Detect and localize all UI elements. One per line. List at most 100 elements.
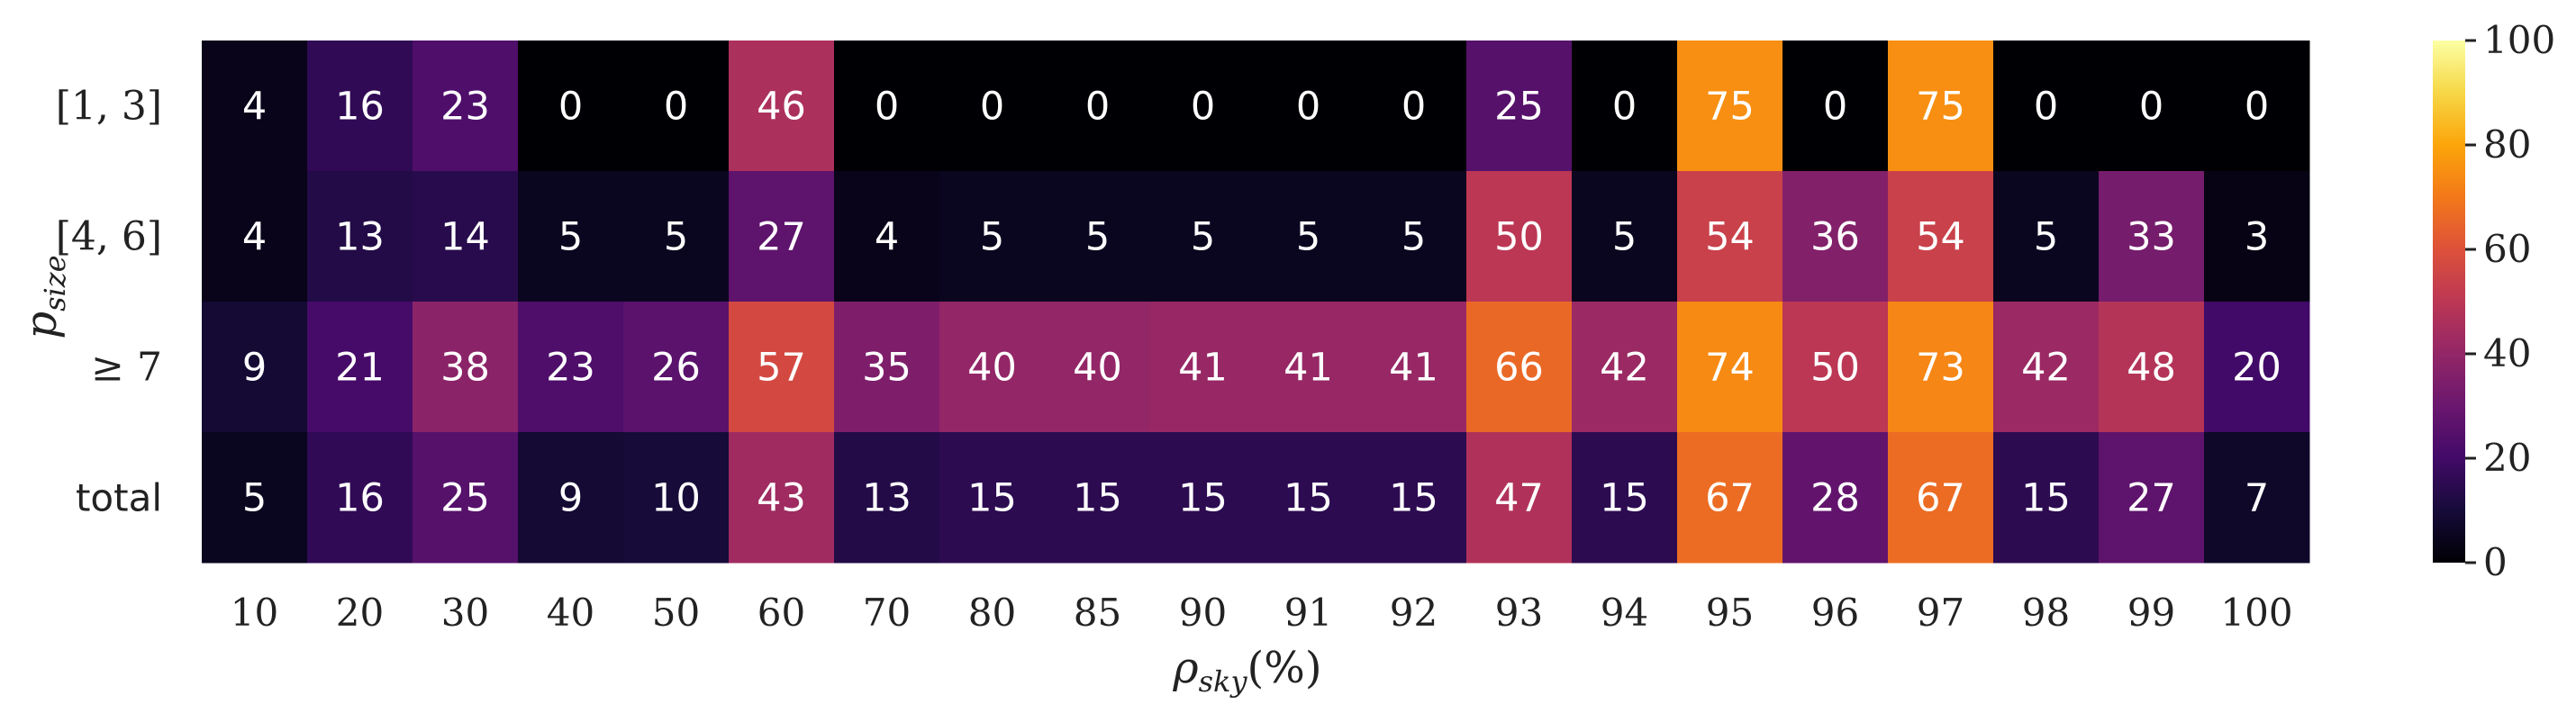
heatmap-cell	[1572, 171, 1678, 302]
cell-value-label: 40	[1073, 346, 1122, 391]
colorbar	[2433, 41, 2465, 563]
heatmap-cell	[834, 432, 940, 564]
heatmap-cell	[1677, 171, 1783, 302]
cell-value-label: 43	[757, 476, 806, 521]
column-label: 100	[2220, 591, 2292, 635]
heatmap-cell	[2204, 41, 2310, 172]
cell-value-label: 26	[651, 346, 701, 391]
column-label: 40	[547, 591, 594, 635]
cell-value-label: 23	[440, 85, 490, 130]
cell-value-label: 41	[1283, 346, 1333, 391]
row-label: [4, 6]	[56, 214, 162, 260]
row-label: total	[76, 476, 162, 520]
cell-value-label: 57	[757, 346, 806, 391]
cell-value-label: 50	[1810, 346, 1860, 391]
cell-value-label: 15	[2021, 476, 2071, 521]
heatmap-cell	[1466, 302, 1573, 433]
heatmap-cell	[202, 171, 308, 302]
cell-value-label: 25	[1494, 85, 1544, 130]
cell-value-label: 5	[242, 476, 267, 521]
heatmap-cell	[518, 41, 624, 172]
cell-value-label: 41	[1389, 346, 1438, 391]
heatmap-cell	[2204, 432, 2310, 564]
heatmap-cell	[834, 302, 940, 433]
row-label: ≥ 7	[91, 345, 162, 391]
column-label: 30	[441, 591, 489, 635]
heatmap-cell	[939, 171, 1046, 302]
heatmap-cell	[1466, 171, 1573, 302]
cell-value-label: 46	[757, 85, 806, 130]
row-labels: [1, 3] [4, 6] ≥ 7 total	[56, 84, 162, 520]
column-label: 99	[2127, 591, 2175, 635]
heatmap-cell	[623, 432, 730, 564]
heatmap-cell	[202, 302, 308, 433]
cell-value-label: 41	[1178, 346, 1228, 391]
heatmap-cell	[1256, 432, 1362, 564]
colorbar-ticks: 0 20 40 60 80 100	[2465, 18, 2555, 584]
x-axis-title: ρsky(%)	[1172, 643, 1321, 699]
cell-value-label: 0	[1401, 85, 1426, 130]
cell-value-label: 50	[1494, 215, 1544, 260]
cell-value-label: 28	[1810, 476, 1860, 521]
cell-value-label: 16	[335, 476, 385, 521]
cell-value-label: 67	[1705, 476, 1755, 521]
heatmap-cell	[307, 432, 413, 564]
cell-value-label: 35	[862, 346, 912, 391]
heatmap-cell	[1045, 432, 1151, 564]
heatmap-cell	[1572, 41, 1678, 172]
cell-value-label: 0	[1085, 85, 1110, 130]
cell-value-label: 0	[1612, 85, 1637, 130]
column-label: 94	[1601, 591, 1648, 635]
heatmap-cell	[1361, 41, 1467, 172]
cell-value-label: 5	[664, 215, 688, 260]
colorbar-tick-label: 20	[2483, 436, 2531, 480]
heatmap-cell	[1256, 171, 1362, 302]
column-label: 90	[1179, 591, 1227, 635]
heatmap-cell	[1150, 302, 1256, 433]
heatmap-cell	[413, 432, 519, 564]
heatmap-cell	[623, 171, 730, 302]
cell-value-label: 0	[2034, 85, 2058, 130]
heatmap-cell	[413, 171, 519, 302]
cell-value-label: 38	[440, 346, 490, 391]
cell-value-label: 14	[440, 215, 490, 260]
cell-value-label: 13	[335, 215, 385, 260]
cell-value-label: 4	[242, 85, 267, 130]
cell-value-label: 48	[2127, 346, 2176, 391]
cell-value-label: 36	[1810, 215, 1860, 260]
column-label: 10	[231, 591, 278, 635]
cell-value-label: 15	[967, 476, 1017, 521]
heatmap-cell	[2204, 171, 2310, 302]
cell-value-label: 9	[242, 346, 267, 391]
heatmap-cell	[2099, 41, 2205, 172]
heatmap-cell	[413, 302, 519, 433]
cell-value-label: 4	[875, 215, 899, 260]
cell-value-label: 15	[1178, 476, 1228, 521]
heatmap-cell	[623, 302, 730, 433]
column-label: 96	[1811, 591, 1859, 635]
cell-value-label: 5	[1296, 215, 1320, 260]
cell-value-label: 0	[1823, 85, 1847, 130]
cell-value-label: 5	[2034, 215, 2058, 260]
cell-value-label: 67	[1916, 476, 1965, 521]
cell-value-label: 66	[1494, 346, 1544, 391]
cell-value-label: 0	[664, 85, 688, 130]
cell-value-label: 5	[558, 215, 583, 260]
column-label: 92	[1390, 591, 1438, 635]
cell-value-label: 47	[1494, 476, 1544, 521]
colorbar-tick-label: 100	[2483, 18, 2555, 62]
heatmap-cell	[1888, 41, 1994, 172]
heatmap-cell	[1782, 302, 1889, 433]
cell-value-label: 5	[1401, 215, 1426, 260]
heatmap-cell	[1045, 302, 1151, 433]
cell-value-label: 10	[651, 476, 701, 521]
heatmap-cell	[729, 41, 835, 172]
cell-value-label: 27	[757, 215, 806, 260]
heatmap-cell	[1782, 41, 1889, 172]
cell-value-label: 15	[1073, 476, 1122, 521]
colorbar-tick-label: 0	[2483, 540, 2508, 584]
cell-value-label: 0	[2245, 85, 2269, 130]
heatmap-cell	[1256, 302, 1362, 433]
heatmap-cell	[1677, 432, 1783, 564]
